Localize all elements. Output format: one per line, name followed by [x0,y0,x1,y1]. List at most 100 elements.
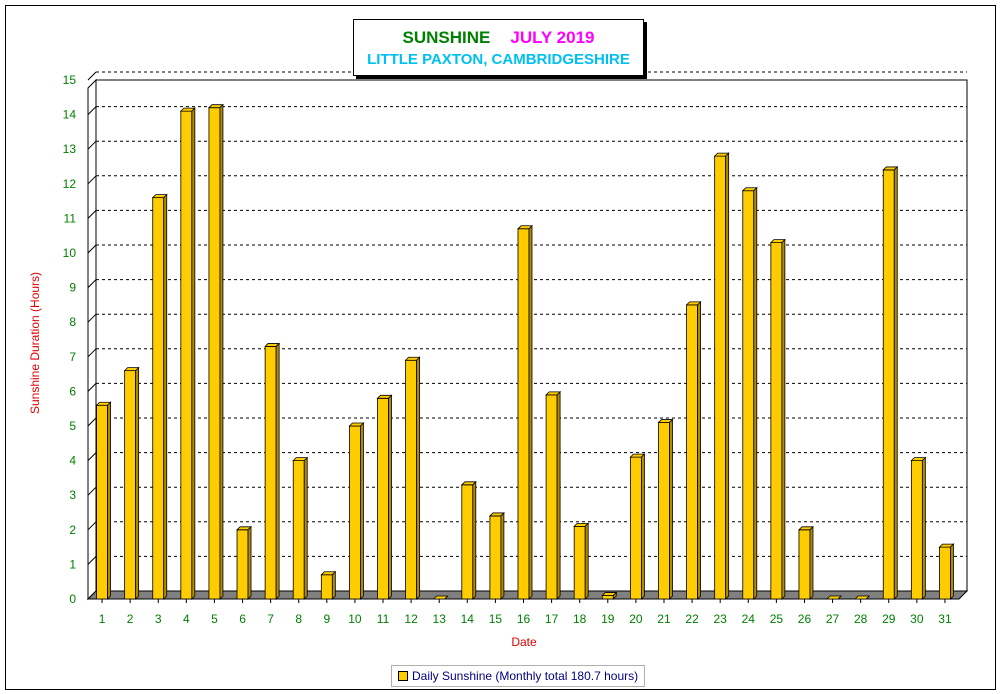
bar-front [714,155,727,600]
gridline-side [87,313,97,323]
bar-side [921,456,926,600]
bar-side [725,152,730,600]
gridline-side [87,383,97,392]
x-tick-label: 14 [461,612,475,626]
y-tick-label: 2 [69,523,76,537]
bar [713,152,730,600]
gridline-side [87,140,97,150]
x-tick-label: 18 [573,612,587,626]
chart-subtitle: LITTLE PAXTON, CAMBRIDGESHIRE [367,51,630,68]
bar-side [191,107,196,600]
bar-front [461,484,474,600]
bar-front [124,370,137,600]
bar [685,300,702,600]
bar-front [405,359,418,600]
bar-side [360,422,364,600]
legend: Daily Sunshine (Monthly total 180.7 hour… [391,665,646,687]
title-month: JULY 2019 [510,28,595,47]
y-axis-label: Sunshine Duration (Hours) [28,272,42,414]
x-tick-label: 17 [545,612,559,626]
x-tick-label: 31 [938,612,952,626]
bar [404,356,421,600]
bar-front [545,394,558,600]
bar-side [500,511,505,600]
bar [826,595,843,600]
bar-front [517,228,530,600]
bar-front [236,529,249,600]
bar-front [798,529,811,600]
x-axis-label: Date [511,635,537,649]
x-tick-label: 7 [267,612,274,626]
bar-side [275,342,280,600]
bar [488,511,505,600]
x-tick-label: 21 [657,612,671,626]
bar-front [770,242,783,600]
x-tick-label: 13 [433,612,447,626]
legend-label: Daily Sunshine (Monthly total 180.7 hour… [412,669,639,683]
bar [123,366,140,600]
bar [517,224,533,600]
bar-front [573,525,586,600]
gridline-side [87,279,97,288]
y-tick-label: 7 [69,350,76,364]
y-tick-label: 1 [69,557,76,571]
y-tick-label: 15 [63,73,77,87]
chart-title-box: SUNSHINE JULY 2019 LITTLE PAXTON, CAMBRID… [353,19,644,76]
y-tick-label: 0 [69,592,76,606]
bar [236,525,252,600]
x-tick-label: 2 [127,612,134,626]
x-tick-label: 16 [517,612,531,626]
gridline-side [87,71,97,81]
gridline-side [87,556,97,565]
bar-front [208,107,221,600]
bar-side [416,356,421,600]
bar [95,401,112,600]
bar-front [180,110,193,600]
bar-side [584,522,589,600]
title-main: SUNSHINE [402,28,491,47]
y-tick-label: 6 [69,384,76,398]
bar-side [837,595,842,600]
bar-side [247,525,252,600]
bar-front [910,460,923,600]
bar [657,418,674,600]
bar-side [219,103,224,600]
x-tick-label: 12 [404,612,418,626]
x-tick-label: 22 [685,612,699,626]
bar-front [320,574,333,600]
bar-front [264,346,277,600]
bar-front [882,169,895,600]
y-tick-label: 14 [63,108,77,122]
bar-side [950,543,954,600]
bar-side [135,366,140,600]
bar-side [697,300,701,600]
bar [798,525,814,600]
bar-side [809,525,814,600]
bar [882,165,899,600]
x-tick-label: 28 [854,612,868,626]
bar-side [893,165,898,600]
bar [179,107,196,600]
bar-side [472,480,477,600]
gridline-side [87,452,97,461]
bar-side [528,224,533,600]
gridline-side [87,521,97,531]
y-tick-label: 4 [69,454,76,468]
bar [151,193,168,600]
x-tick-label: 11 [377,612,390,626]
x-tick-label: 8 [295,612,302,626]
bar-side [612,591,617,600]
x-tick-label: 4 [183,612,190,626]
x-tick-label: 1 [99,612,106,626]
bar [769,238,786,600]
bar [320,570,337,600]
x-tick-label: 9 [323,612,330,626]
gridline-side [87,106,97,115]
x-tick-label: 6 [239,612,246,626]
bar [376,394,393,600]
bar-side [331,570,336,600]
x-tick-label: 19 [601,612,615,626]
bar [629,453,646,600]
